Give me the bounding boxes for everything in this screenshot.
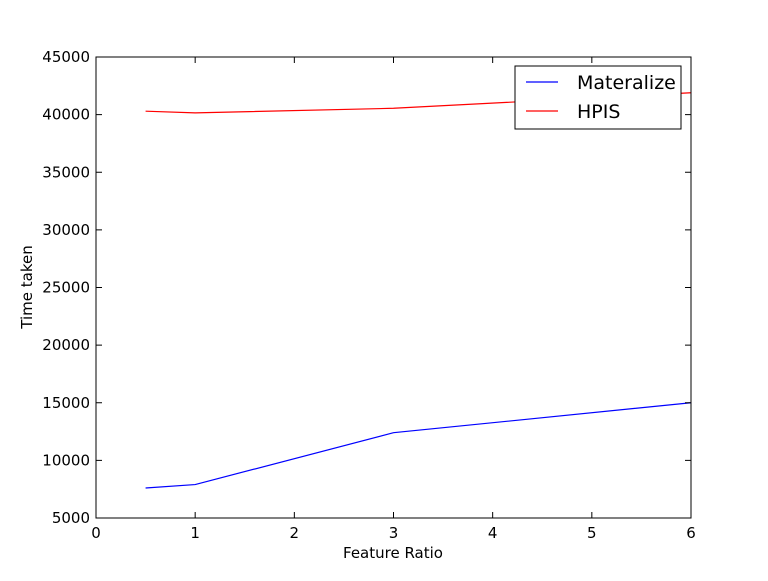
y-tick-label: 20000	[42, 336, 90, 354]
legend-frame	[514, 65, 682, 130]
x-tick-label: 4	[488, 524, 498, 542]
y-tick-label: 40000	[42, 106, 90, 124]
x-tick-label: 2	[290, 524, 300, 542]
axis-ticks: 0 1 2 3 4 5 6 5000 10000 15000 20000 25000 30000 3500…	[42, 48, 695, 542]
legend-label-hpis: HPIS	[577, 101, 620, 123]
y-tick-label: 25000	[42, 279, 90, 297]
legend: Materalize HPIS	[514, 65, 682, 130]
legend-label-materalize: Materalize	[577, 72, 676, 94]
y-tick-label: 15000	[42, 394, 90, 412]
x-tick-label: 0	[91, 524, 101, 542]
y-axis-label: Time taken	[18, 245, 36, 329]
x-axis-label: Feature Ratio	[343, 544, 443, 562]
y-tick-label: 5000	[52, 509, 90, 527]
y-tick-label: 10000	[42, 451, 90, 469]
x-tick-label: 5	[587, 524, 597, 542]
y-tick-label: 30000	[42, 221, 90, 239]
y-tick-label: 45000	[42, 48, 90, 66]
x-tick-label: 6	[686, 524, 696, 542]
series-line-materalize	[145, 402, 691, 489]
y-tick-label: 35000	[42, 163, 90, 181]
x-tick-label: 1	[190, 524, 200, 542]
x-tick-label: 3	[389, 524, 399, 542]
